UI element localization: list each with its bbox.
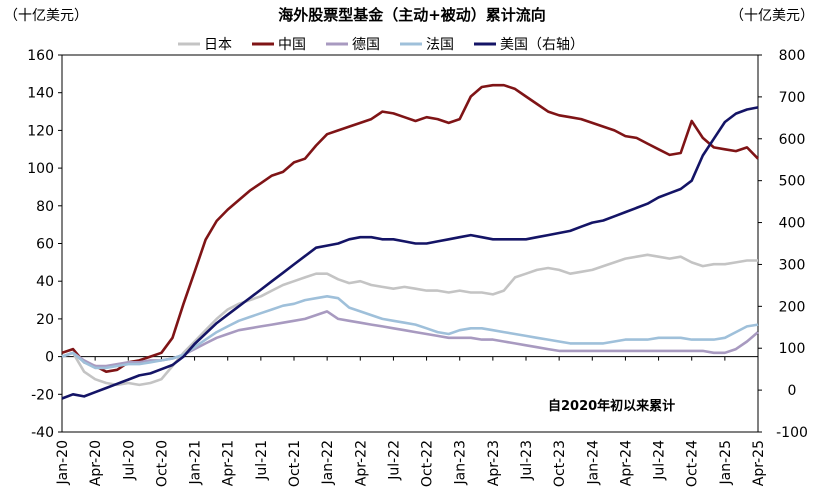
y-tick-label: 160 bbox=[27, 48, 54, 64]
y-tick-label: 20 bbox=[36, 312, 54, 328]
y-tick-label: 60 bbox=[36, 237, 54, 253]
legend-label: 法国 bbox=[426, 37, 454, 53]
x-tick-label: Jul-20 bbox=[121, 440, 137, 481]
x-tick-label: Jan-21 bbox=[188, 440, 204, 485]
y2-tick-label: 800 bbox=[779, 48, 806, 64]
y-tick-label: 120 bbox=[27, 123, 54, 139]
legend-label: 德国 bbox=[352, 37, 380, 53]
x-tick-label: Oct-24 bbox=[685, 440, 701, 487]
x-tick-label: Apr-24 bbox=[618, 440, 634, 486]
y2-axis-label: （十亿美元） bbox=[730, 8, 814, 24]
y2-tick-label: 400 bbox=[779, 216, 806, 232]
legend-label: 中国 bbox=[278, 37, 306, 53]
x-tick-label: Apr-25 bbox=[751, 440, 767, 486]
y2-tick-label: 300 bbox=[779, 257, 806, 273]
series-line bbox=[61, 295, 759, 370]
x-tick-label: Apr-20 bbox=[88, 440, 104, 486]
x-tick-label: Jan-24 bbox=[585, 440, 601, 486]
series-line bbox=[61, 83, 759, 373]
y2-tick-label: 500 bbox=[779, 174, 806, 190]
annotation: 自2020年初以来累计 bbox=[548, 398, 675, 414]
x-tick-label: Apr-23 bbox=[486, 440, 502, 486]
x-tick-label: Apr-21 bbox=[221, 440, 237, 486]
legend-label: 美国（右轴） bbox=[500, 37, 584, 53]
y-tick-label: 80 bbox=[36, 199, 54, 215]
y-tick-label: 0 bbox=[45, 350, 54, 366]
y-tick-label: 140 bbox=[27, 86, 54, 102]
y2-tick-label: 600 bbox=[779, 132, 806, 148]
x-tick-label: Jan-25 bbox=[718, 440, 734, 485]
x-tick-label: Jan-22 bbox=[320, 440, 336, 485]
x-tick-label: Apr-22 bbox=[353, 440, 369, 486]
legend-label: 日本 bbox=[204, 37, 232, 53]
x-tick-label: Oct-22 bbox=[420, 440, 436, 487]
y-tick-label: -40 bbox=[31, 425, 54, 441]
x-tick-label: Jul-21 bbox=[254, 440, 270, 481]
y-tick-label: 40 bbox=[36, 274, 54, 290]
chart-title: 海外股票型基金（主动+被动）累计流向 bbox=[278, 6, 546, 24]
x-tick-label: Oct-23 bbox=[552, 440, 568, 487]
y2-tick-label: 700 bbox=[779, 90, 806, 106]
y-axis-label: （十亿美元） bbox=[4, 8, 88, 24]
y-tick-label: 100 bbox=[27, 161, 54, 177]
y-tick-label: -20 bbox=[31, 387, 54, 403]
series-line bbox=[61, 253, 758, 387]
y2-tick-label: 200 bbox=[779, 299, 806, 315]
y2-tick-label: 100 bbox=[779, 341, 806, 357]
x-tick-label: Jul-22 bbox=[386, 440, 402, 481]
x-tick-label: Jul-23 bbox=[519, 440, 535, 481]
x-tick-label: Jan-23 bbox=[453, 440, 469, 485]
x-tick-label: Oct-21 bbox=[287, 440, 303, 487]
x-tick-label: Oct-20 bbox=[154, 440, 170, 487]
x-tick-label: Jan-20 bbox=[55, 440, 71, 485]
series-line bbox=[61, 106, 759, 400]
y2-tick-label: -100 bbox=[776, 425, 808, 441]
x-tick-label: Jul-24 bbox=[652, 440, 668, 481]
y2-tick-label: 0 bbox=[788, 383, 797, 399]
